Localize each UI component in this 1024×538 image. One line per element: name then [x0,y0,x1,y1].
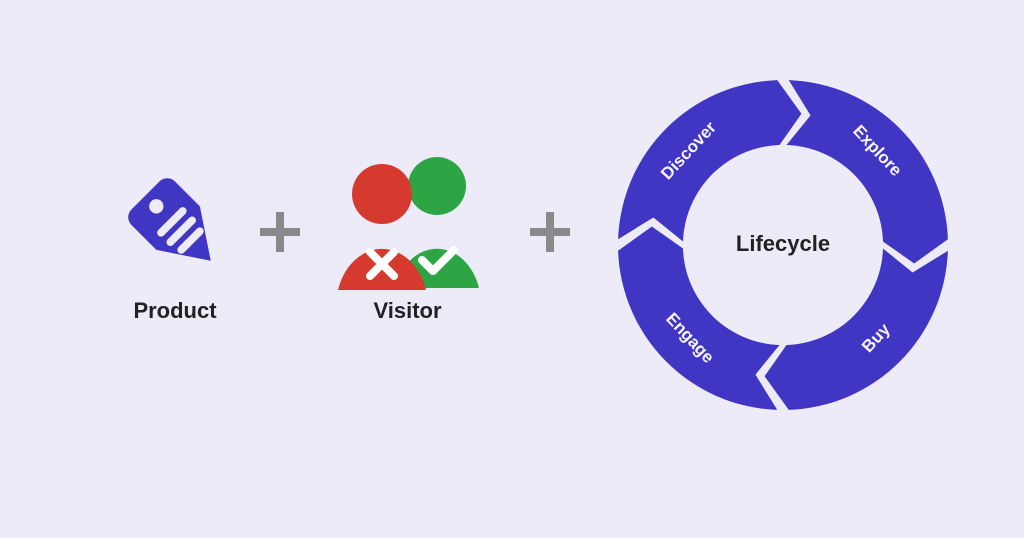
lifecycle-segment-buy [765,248,948,409]
lifecycle-ring: DiscoverExploreBuyEngageLifecycle [612,74,954,416]
plus-icon [528,210,572,254]
visitor-icon [320,150,495,290]
plus-icon [258,210,302,254]
product-block: Product [120,170,230,285]
lifecycle-segment-discover [618,80,801,241]
infographic-canvas: Product Visitor Discov [0,0,1024,538]
visitor-block: Visitor [320,150,495,295]
product-label: Product [100,298,250,324]
visitor-label: Visitor [320,298,495,324]
price-tag-icon [120,170,230,280]
lifecycle-center-label: Lifecycle [736,231,830,256]
